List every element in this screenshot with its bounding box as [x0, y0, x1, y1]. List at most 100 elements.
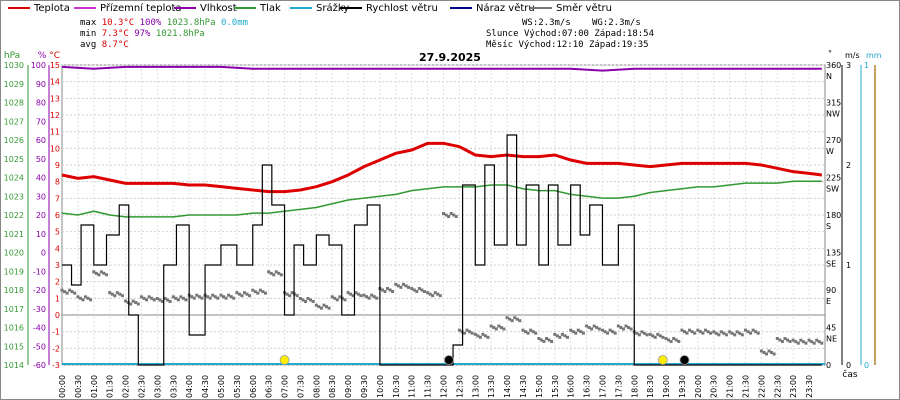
- direction-point: [587, 326, 591, 329]
- wind-gust-info: WG:2.3m/s: [592, 18, 641, 28]
- x-tick-label: 12:30: [455, 375, 464, 398]
- direction-point: [690, 330, 694, 334]
- direction-point: [565, 335, 569, 339]
- humidity-tick-label: 70: [36, 117, 46, 126]
- direction-point: [738, 331, 742, 335]
- temperature-tick-label: 3: [55, 261, 60, 270]
- max-hum: 100%: [139, 18, 162, 28]
- x-tick-label: 19:30: [678, 375, 687, 398]
- direction-point: [815, 338, 819, 342]
- direction-point: [105, 273, 109, 277]
- direction-point: [399, 285, 403, 289]
- series-line: [62, 134, 822, 366]
- direction-point: [664, 337, 668, 340]
- legend-item: Vlhkost: [174, 3, 237, 14]
- rain-axis-label: mm: [866, 51, 882, 60]
- direction-point: [142, 296, 146, 300]
- direction-point: [94, 271, 98, 275]
- direction-point: [542, 340, 546, 343]
- direction-point: [309, 298, 313, 302]
- direction-point: [102, 271, 106, 275]
- direction-point: [229, 295, 233, 299]
- direction-point: [545, 337, 549, 340]
- legend-swatch: [74, 7, 96, 9]
- pressure-tick-label: 1020: [4, 249, 24, 258]
- sun-label: Slunce: [486, 29, 519, 39]
- x-tick-label: 22:00: [757, 375, 766, 398]
- x-tick-label: 16:00: [567, 375, 576, 398]
- direction-point: [613, 331, 617, 335]
- wind-tick-label: 3: [846, 61, 851, 70]
- direction-point: [335, 298, 339, 302]
- pressure-axis-label: hPa: [4, 51, 20, 61]
- direction-point: [667, 338, 671, 342]
- direction-point: [327, 306, 331, 310]
- direction-point: [86, 296, 90, 300]
- direction-point: [497, 324, 501, 328]
- direction-point: [719, 330, 723, 334]
- humidity-tick-label: 50: [36, 155, 46, 164]
- moonrise-time: Východ:12:10: [518, 40, 584, 50]
- direction-point: [651, 334, 655, 338]
- direction-point: [460, 330, 464, 334]
- humidity-tick-label: -10: [33, 267, 46, 276]
- direction-point: [693, 331, 697, 335]
- direction-point: [672, 337, 676, 340]
- direction-point: [706, 330, 710, 334]
- direction-point: [343, 298, 347, 302]
- direction-point: [65, 291, 69, 295]
- direction-point: [759, 349, 763, 353]
- direction-point: [579, 330, 583, 334]
- direction-point: [346, 291, 350, 295]
- direction-point: [801, 340, 805, 344]
- direction-point: [571, 330, 575, 334]
- direction-point: [555, 334, 559, 338]
- direction-point: [261, 290, 265, 294]
- direction-point: [674, 338, 678, 342]
- direction-point: [401, 282, 405, 286]
- humidity-axis-label: %: [38, 51, 47, 61]
- direction-point: [129, 302, 133, 306]
- direction-point: [518, 319, 522, 323]
- legend-item: Náraz větru: [450, 3, 535, 14]
- x-tick-label: 10:30: [392, 375, 401, 398]
- pressure-tick-label: 1014: [4, 361, 24, 370]
- direction-point: [563, 334, 567, 338]
- legend-swatch: [340, 7, 362, 9]
- direction-point: [131, 299, 135, 303]
- direction-point: [778, 338, 782, 342]
- direction-point: [796, 341, 800, 345]
- direction-point: [195, 293, 199, 297]
- direction-point: [751, 328, 755, 332]
- direction-point: [279, 273, 283, 277]
- temperature-tick-label: -1: [52, 328, 60, 337]
- direction-point: [438, 294, 442, 298]
- direction-point: [791, 338, 795, 342]
- direction-point: [624, 324, 628, 328]
- direction-point: [653, 335, 657, 339]
- direction-point: [171, 295, 175, 299]
- direction-point: [810, 340, 814, 344]
- direction-point: [717, 333, 721, 337]
- legend-label: Tlak: [260, 3, 281, 14]
- direction-point: [367, 296, 371, 300]
- direction-point: [635, 331, 639, 335]
- temperature-tick-label: 5: [55, 228, 60, 237]
- direction-point: [333, 296, 337, 300]
- direction-point: [113, 294, 117, 298]
- direction-point: [767, 349, 771, 353]
- series-line: [61, 180, 822, 218]
- direction-point: [553, 332, 557, 336]
- stats-min-row: min 7.3°C 97% 1021.8hPa: [80, 29, 205, 39]
- direction-point: [359, 294, 363, 298]
- direction-point: [428, 292, 432, 296]
- direction-point: [251, 288, 255, 292]
- pressure-tick-label: 1030: [4, 61, 24, 70]
- x-tick-label: 08:30: [328, 375, 337, 398]
- direction-point: [560, 332, 564, 336]
- direction-point: [386, 287, 390, 290]
- x-tick-label: 12:00: [440, 375, 449, 398]
- legend-label: Přízemní teplota: [100, 3, 182, 14]
- direction-point: [470, 331, 474, 335]
- x-tick-label: 04:30: [201, 375, 210, 398]
